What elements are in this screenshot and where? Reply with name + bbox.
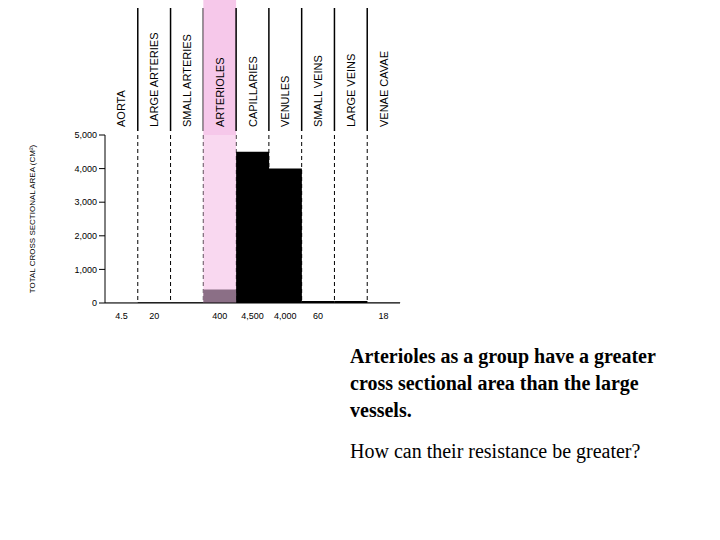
svg-text:SMALL ARTERIES: SMALL ARTERIES bbox=[181, 34, 193, 127]
svg-text:60: 60 bbox=[313, 311, 323, 321]
svg-text:1,000: 1,000 bbox=[74, 265, 97, 275]
svg-text:ARTERIOLES: ARTERIOLES bbox=[214, 58, 226, 128]
svg-text:400: 400 bbox=[212, 311, 227, 321]
svg-text:4,500: 4,500 bbox=[241, 311, 264, 321]
svg-text:CAPILLARIES: CAPILLARIES bbox=[247, 56, 259, 127]
svg-text:4,000: 4,000 bbox=[74, 164, 97, 174]
svg-text:4,000: 4,000 bbox=[274, 311, 297, 321]
svg-text:4.5: 4.5 bbox=[115, 311, 128, 321]
svg-text:VENULES: VENULES bbox=[279, 76, 291, 127]
svg-text:AORTA: AORTA bbox=[115, 89, 127, 127]
svg-text:20: 20 bbox=[149, 311, 159, 321]
svg-text:LARGE ARTERIES: LARGE ARTERIES bbox=[148, 32, 160, 127]
html-text:Arterioles as a group have a g: Arterioles as a group have a greater cro… bbox=[350, 345, 656, 421]
svg-text:TOTAL CROSS SECTIONAL AREA (CM: TOTAL CROSS SECTIONAL AREA (CM²) bbox=[28, 144, 37, 293]
svg-text:0: 0 bbox=[92, 298, 97, 308]
svg-text:5,000: 5,000 bbox=[74, 130, 97, 140]
svg-text:18: 18 bbox=[379, 311, 389, 321]
svg-text:3,000: 3,000 bbox=[74, 197, 97, 207]
html-text:How can their resistance be gr: How can their resistance be greater? bbox=[350, 440, 641, 462]
svg-text:LARGE VEINS: LARGE VEINS bbox=[345, 54, 357, 127]
svg-text:SMALL VEINS: SMALL VEINS bbox=[312, 55, 324, 127]
svg-text:VENAE CAVAE: VENAE CAVAE bbox=[378, 51, 390, 127]
svg-text:2,000: 2,000 bbox=[74, 231, 97, 241]
